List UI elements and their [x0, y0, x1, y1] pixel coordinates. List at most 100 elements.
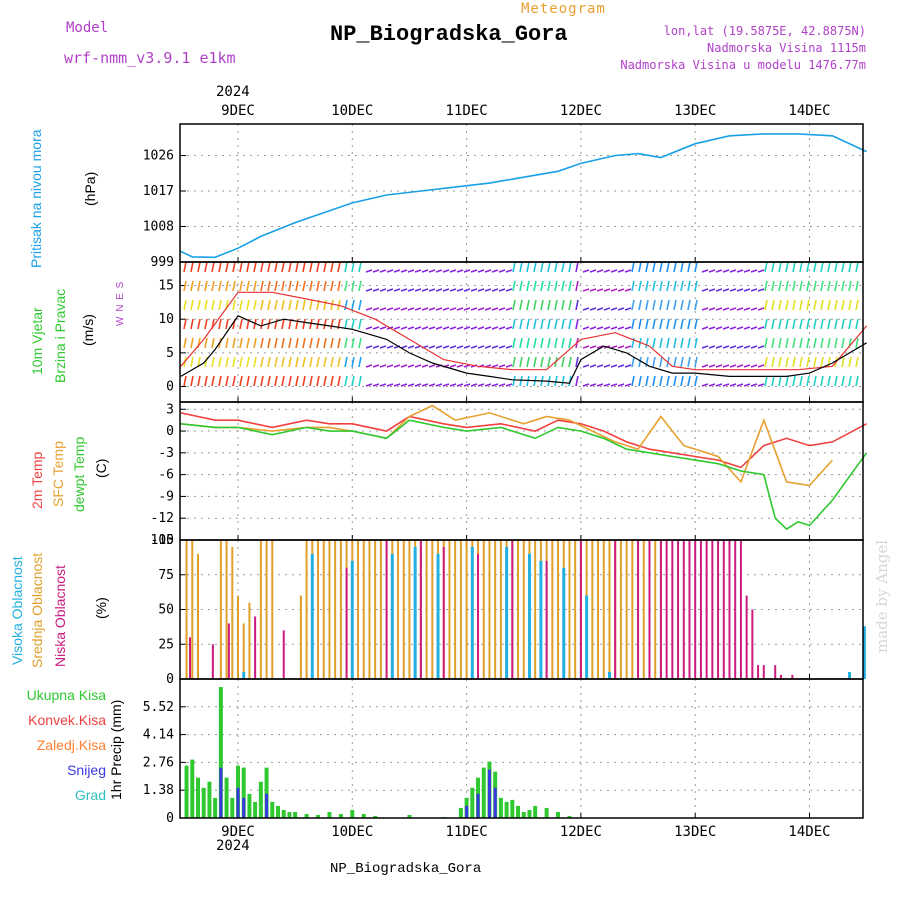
wind-barb — [526, 356, 530, 368]
wind-barb — [813, 337, 817, 349]
wind-barb — [456, 364, 464, 368]
wind-barb — [337, 280, 341, 292]
cloud-mid-bar — [368, 540, 371, 679]
cloud-mid-bar — [425, 540, 428, 679]
wind-barb — [771, 261, 775, 273]
wind-barb — [407, 345, 415, 349]
wind-barb — [239, 318, 243, 330]
wind-barb — [414, 364, 422, 368]
wind-barb — [729, 269, 737, 273]
wind-barb — [540, 337, 544, 349]
wind-barb — [792, 261, 796, 273]
wind-barb — [470, 307, 478, 311]
wind-barb — [442, 383, 450, 387]
cloud-high-bar — [607, 672, 611, 679]
wind-barb — [806, 299, 810, 311]
wind-barb — [554, 280, 558, 292]
x-day-label-bottom: 12DEC — [560, 824, 602, 840]
wind-barb — [190, 337, 194, 349]
wind-barb — [743, 364, 751, 368]
cloud-mid-bar — [574, 540, 577, 679]
wind-barb — [225, 375, 229, 387]
wind-barb — [442, 288, 450, 292]
wind-barb — [792, 375, 796, 387]
cloud-low-bar — [579, 540, 582, 679]
cloud-mid-bar — [357, 540, 360, 679]
wind-barb — [442, 269, 450, 273]
wind-barb — [778, 261, 782, 273]
wind-barb — [624, 345, 632, 349]
wind-barb — [827, 280, 831, 292]
wind-barb — [624, 288, 632, 292]
cloud-mid-bar — [299, 595, 302, 679]
wind-barb — [743, 288, 751, 292]
wind-barb — [400, 345, 408, 349]
wind-barb — [736, 326, 744, 330]
wind-barb — [519, 261, 523, 273]
wind-barb — [190, 318, 194, 330]
wind-barb — [498, 364, 506, 368]
wind-barb — [750, 288, 758, 292]
wind-barb — [757, 307, 765, 311]
wind-barb — [659, 299, 663, 311]
wind-barb — [498, 269, 506, 273]
wind-barb — [344, 299, 348, 311]
cloud-high-label: Visoka Oblacnost — [9, 556, 25, 665]
wind-barb — [596, 288, 604, 292]
wind-barb — [288, 356, 292, 368]
wind-barb — [323, 375, 327, 387]
wind-barb — [575, 299, 579, 311]
wind-barb — [274, 375, 278, 387]
wind-barb — [554, 261, 558, 273]
wind-barb — [442, 307, 450, 311]
wind-barb — [673, 280, 677, 292]
wind-barb — [519, 280, 523, 292]
wind-barb — [764, 280, 768, 292]
precip-total-bar — [270, 801, 275, 818]
wind-barb — [267, 356, 271, 368]
wind-barb — [372, 288, 380, 292]
wind-barb — [428, 326, 436, 330]
wind-barb — [645, 299, 649, 311]
wind-barb — [477, 288, 485, 292]
wind-barb — [729, 288, 737, 292]
wind-barb — [554, 299, 558, 311]
wind-barb — [764, 261, 768, 273]
wind-barb — [323, 261, 327, 273]
wind-barb — [575, 261, 579, 273]
wind-barb — [799, 356, 803, 368]
wind-barb — [218, 261, 222, 273]
wind-barb — [652, 299, 656, 311]
wind-barb — [666, 280, 670, 292]
wind-barb — [302, 280, 306, 292]
precip-total-bar — [304, 813, 309, 818]
cloud-high-bar — [413, 546, 417, 679]
x-day-label-top: 11DEC — [446, 103, 488, 119]
wind-barb — [834, 375, 838, 387]
wind-barb — [295, 299, 299, 311]
wind-barb — [330, 356, 334, 368]
wind-barb — [400, 307, 408, 311]
precip-snow-bar — [487, 769, 491, 818]
y-tick-label: -12 — [151, 511, 174, 526]
wind-barb — [470, 345, 478, 349]
wind-barb — [414, 383, 422, 387]
wind-barb — [498, 326, 506, 330]
wind-barb — [610, 307, 618, 311]
wind-barb — [610, 383, 618, 387]
y-tick-label: 1017 — [143, 184, 174, 199]
wind-barb — [813, 280, 817, 292]
wind-barb — [848, 299, 852, 311]
wind-barb — [561, 299, 565, 311]
wind-barb — [302, 299, 306, 311]
precip-total-bar — [258, 781, 263, 818]
wind-barb — [673, 375, 677, 387]
wind-barb — [589, 345, 597, 349]
wind-barb — [708, 269, 716, 273]
wind-barb — [295, 318, 299, 330]
wind-barb — [778, 337, 782, 349]
wind-barb — [820, 375, 824, 387]
cloud-mid-bar — [271, 540, 274, 679]
wind-barb — [722, 307, 730, 311]
wind-barb — [225, 280, 229, 292]
